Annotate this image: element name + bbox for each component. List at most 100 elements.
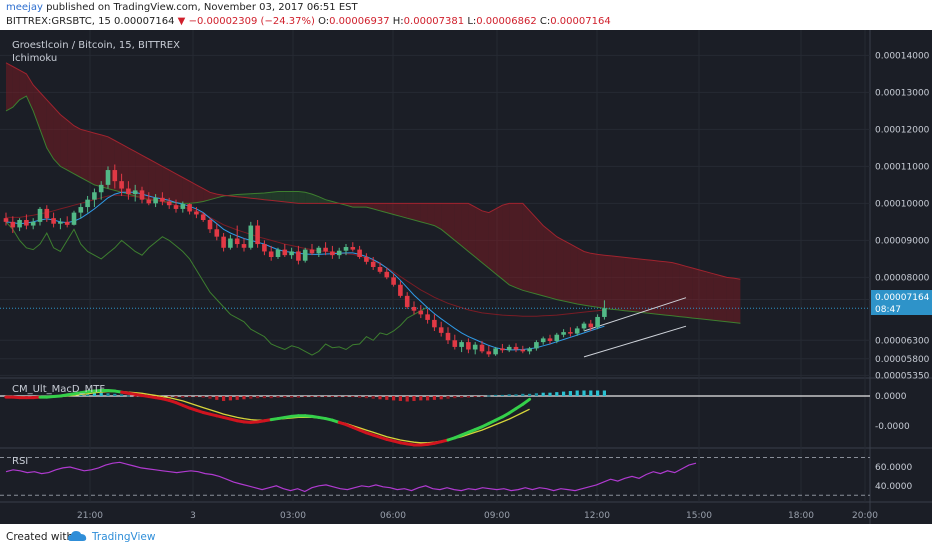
- cloud-segment: [631, 258, 639, 313]
- time-tick-label: 12:00: [584, 511, 610, 521]
- candle-body: [595, 316, 600, 328]
- open-label: O:: [318, 16, 330, 27]
- cloud-segment: [318, 196, 326, 204]
- candle-body: [302, 249, 308, 261]
- cloud-segment: [257, 192, 265, 200]
- rsi-tick-label: 40.0000: [875, 482, 912, 492]
- cloud-segment: [604, 255, 612, 310]
- macd-histogram-bar: [99, 392, 103, 396]
- trend-channel: [583, 297, 687, 358]
- candle-body: [37, 208, 43, 222]
- cloud-segment: [244, 193, 251, 199]
- candle-body: [255, 225, 260, 245]
- macd-label: CM_Ult_MacD_MTF: [12, 384, 105, 395]
- cloud-segment: [386, 203, 394, 215]
- cloud-segment: [488, 208, 496, 274]
- tradingview-link[interactable]: TradingView: [92, 531, 156, 543]
- cloud-segment: [176, 173, 183, 204]
- macd-histogram-bar: [392, 396, 396, 401]
- macd-histogram-bar: [120, 394, 124, 396]
- macd-histogram-bar: [514, 394, 518, 396]
- cloud-segment: [692, 268, 700, 319]
- candle-body: [166, 201, 172, 206]
- candle-body: [30, 221, 36, 226]
- macd-histogram-bar: [188, 396, 192, 398]
- cloud-segment: [142, 155, 149, 200]
- candle-body: [92, 192, 97, 200]
- cloud-segment: [543, 225, 550, 298]
- price-tick-label: 0.00013000: [875, 88, 930, 98]
- candle-body: [173, 205, 179, 209]
- last-price-badge: [871, 290, 932, 303]
- candle-body: [479, 344, 485, 352]
- time-tick-label: 3: [190, 511, 196, 521]
- cloud-segment: [529, 210, 537, 295]
- cloud-segment: [80, 129, 88, 182]
- cloud-segment: [74, 125, 81, 178]
- publication-header: meejay published on TradingView.com, Nov…: [0, 0, 932, 30]
- cloud-segment: [563, 240, 571, 303]
- cloud-segment: [726, 277, 734, 323]
- macd-signal-line: [5, 390, 530, 444]
- candle-body: [17, 220, 22, 228]
- candle-body: [296, 251, 301, 261]
- ichimoku-cloud: [5, 62, 741, 324]
- candle-body: [146, 199, 152, 204]
- cloud-segment: [652, 260, 659, 315]
- chart-area[interactable]: 0.0000 -0.0000 60.0000 40.0000 0.00014000 0…: [0, 30, 932, 524]
- candle-body: [200, 214, 206, 221]
- cloud-segment: [502, 203, 510, 285]
- candle-body: [432, 319, 437, 328]
- candle-body: [357, 249, 362, 258]
- candle-body: [105, 170, 111, 185]
- macd-histogram-bar: [562, 391, 566, 396]
- indicator-label: Ichimoku: [12, 53, 57, 64]
- macd-histogram-bar: [378, 396, 382, 400]
- macd-histogram-bar: [446, 396, 450, 399]
- macd-histogram-bar: [582, 390, 586, 396]
- last-value: 0.00007164: [114, 16, 175, 27]
- macd-histogram-bar: [113, 393, 117, 396]
- cloud-segment: [94, 133, 102, 187]
- time-tick-label: 03:00: [280, 511, 306, 521]
- candle-body: [85, 199, 90, 208]
- change-value: −0.00002309 (−24.37%): [188, 16, 315, 27]
- macd-histogram-bar: [174, 396, 178, 398]
- macd-histogram-bar: [194, 396, 198, 398]
- macd-histogram-bar: [324, 396, 328, 398]
- price-tick-label: 0.00008000: [875, 273, 930, 283]
- cloud-segment: [624, 257, 632, 312]
- cloud-segment: [67, 120, 74, 174]
- macd-histogram-bar: [548, 392, 552, 396]
- created-with-text: Created with: [6, 531, 74, 543]
- cloud-segment: [733, 278, 741, 324]
- close-label: C:: [539, 16, 551, 27]
- candle-body: [336, 250, 342, 256]
- cloud-segment: [706, 271, 714, 321]
- cloud-segment: [6, 62, 13, 111]
- cloud-segment: [305, 192, 312, 204]
- cloud-segment: [250, 193, 258, 199]
- price-tick-label: 0.00005350: [875, 371, 930, 381]
- candle-body: [282, 249, 288, 256]
- cloud-segment: [12, 66, 20, 108]
- macd-histogram-bar: [480, 396, 484, 397]
- author-link[interactable]: meejay: [6, 2, 43, 13]
- cloud-segment: [461, 203, 469, 252]
- cloud-segment: [284, 191, 292, 203]
- cloud-segment: [148, 158, 156, 201]
- macd-histogram-bar: [337, 396, 341, 397]
- cloud-segment: [686, 266, 693, 319]
- macd-histogram-bar: [344, 396, 348, 397]
- cloud-segment: [536, 218, 544, 296]
- time-tick-label: 15:00: [686, 511, 712, 521]
- macd-histogram-bar: [460, 396, 464, 398]
- macd-histogram-bar: [419, 396, 423, 401]
- macd-histogram-bar: [487, 395, 491, 397]
- macd-histogram-bar: [296, 396, 300, 398]
- cloud-segment: [298, 191, 306, 204]
- macd-histogram-bar: [432, 396, 436, 400]
- candle-body: [493, 348, 498, 355]
- macd-histogram-bar: [466, 396, 470, 398]
